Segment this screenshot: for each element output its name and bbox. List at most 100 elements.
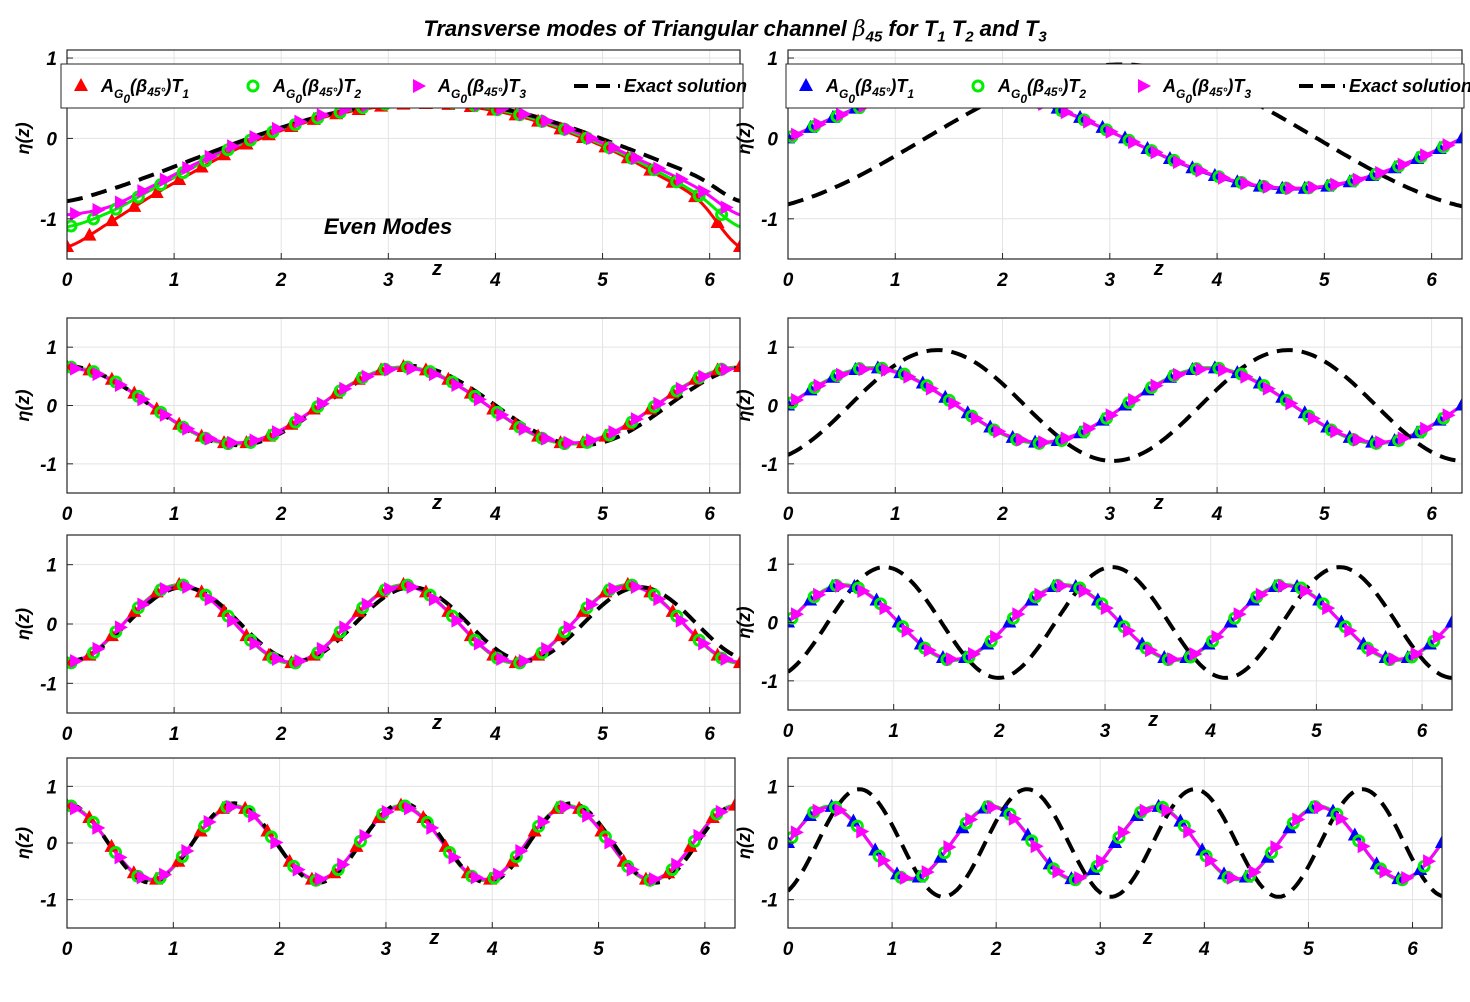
x-tick-label: 1 [169,504,180,525]
data-point [172,172,187,186]
y-tick-label: -1 [761,455,778,476]
data-point [675,613,689,628]
data-point [857,583,871,598]
data-point [537,815,551,830]
y-axis-label: η(z) [13,608,33,640]
x-tick-label: 0 [62,724,73,745]
data-point [586,433,600,448]
data-area [67,797,735,887]
data-point [1217,362,1231,377]
data-point [1038,435,1052,450]
data-point [203,815,217,830]
data-point [1442,138,1456,153]
data-point [630,579,644,594]
x-tick-label: 6 [1407,939,1418,960]
data-point [137,597,151,612]
data-point [586,597,600,612]
data-point [1034,587,1048,602]
marker-group [790,800,1437,886]
data-point [1397,157,1411,172]
title-t1-sub: 1 [937,28,946,46]
data-point [149,184,164,198]
data-point [541,431,555,446]
y-tick-label: 0 [767,129,778,150]
data-point [294,114,308,129]
data-point [812,803,826,818]
data-point [104,213,119,227]
y-tick-label: 1 [767,338,778,359]
data-point [1397,431,1411,446]
data-point [720,200,734,215]
title-beta-sub: 45 [865,28,883,46]
x-tick-label: 6 [704,724,715,745]
data-point [316,108,330,123]
data-point [993,424,1007,439]
y-tick-label: 0 [767,834,778,855]
marker-group [791,362,1456,450]
data-point [1100,601,1114,616]
x-tick-label: 1 [169,724,180,745]
data-point [1128,392,1142,407]
y-axis-label: η(z) [734,827,754,859]
data-point [586,131,600,146]
x-tick-label: 5 [597,504,608,525]
y-tick-label: 1 [767,555,778,576]
data-point [1455,397,1462,411]
data-point [1173,813,1188,827]
data-point [1330,177,1344,192]
data-point [294,412,308,427]
data-point [381,804,395,819]
x-tick-label: 4 [1211,270,1223,291]
data-point [626,862,640,877]
data-point [1015,432,1029,447]
y-tick-label: 0 [46,834,57,855]
data-point [1060,431,1074,446]
x-tick-label: 2 [996,270,1008,291]
data-point [791,127,805,142]
data-point [1078,583,1092,598]
data-point [114,377,128,392]
data-point [608,582,622,597]
x-tick-label: 6 [1426,270,1437,291]
x-tick-label: 5 [1311,721,1322,742]
x-tick-label: 4 [486,939,498,960]
x-axis-label: z [431,712,442,734]
data-point [846,813,861,827]
y-tick-label: -1 [761,210,778,231]
data-point [1442,408,1456,423]
data-point [271,425,285,440]
data-point [92,641,106,656]
legend-marker [971,79,985,93]
legend-label-exact: Exact solution [1349,76,1470,96]
data-point [1410,647,1424,662]
data-point [1285,181,1299,196]
x-tick-label: 6 [1417,721,1428,742]
data-point [496,407,510,422]
data-area [788,787,1442,899]
legend-label: AG0(β45°)T1 [100,76,189,106]
legend-label: AG0(β45°)T3 [437,76,526,106]
data-point [790,825,804,840]
x-tick-label: 2 [273,939,285,960]
data-point [1233,607,1247,622]
data-point [698,369,712,384]
x-axis-label: z [1153,258,1164,280]
data-point [359,828,373,843]
data-point [1335,811,1349,826]
data-point [608,425,622,440]
x-tick-label: 3 [383,270,394,291]
data-point [563,620,577,635]
axes-box [66,49,741,260]
data-point [114,850,128,865]
data-point [720,362,734,377]
data-point [1375,165,1389,180]
legend-marker [246,79,260,93]
data-point [194,159,209,173]
data-point [1128,135,1142,150]
x-tick-label: 1 [888,721,899,742]
y-tick-label: -1 [40,455,57,476]
x-tick-label: 3 [1095,939,1106,960]
data-point [70,206,84,221]
x-axis-label: z [1147,709,1158,731]
data-point [1300,583,1314,598]
